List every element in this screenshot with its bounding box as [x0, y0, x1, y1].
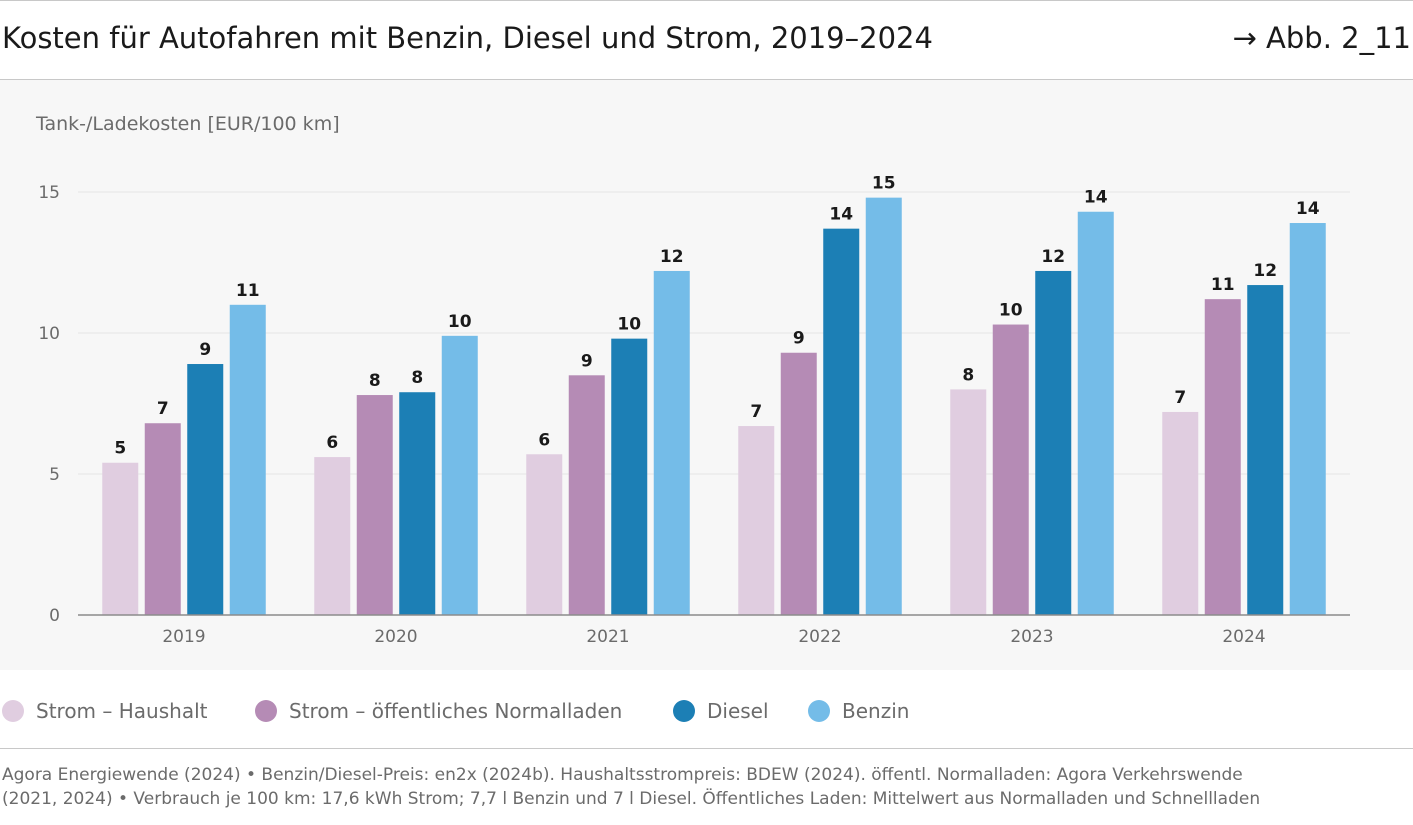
legend-swatch	[673, 700, 695, 722]
x-tick-label: 2021	[586, 627, 629, 647]
data-label: 8	[369, 371, 381, 391]
bar-chart: Tank-/Ladekosten [EUR/100 km] 5 7 9 11 6 8 8 10…	[35, 113, 1350, 647]
bar	[314, 457, 351, 615]
bar	[526, 454, 563, 615]
data-label: 9	[581, 351, 593, 371]
data-label: 6	[326, 433, 338, 453]
top-rule	[0, 0, 1413, 1]
data-label: 11	[236, 281, 260, 301]
legend-swatch	[808, 700, 830, 722]
bar	[187, 364, 224, 615]
data-label: 14	[1084, 188, 1108, 208]
data-label: 10	[999, 301, 1023, 321]
bar	[1162, 411, 1199, 615]
legend-label: Strom – öffentliches Normalladen	[289, 699, 623, 723]
data-label: 15	[872, 174, 896, 194]
axes: 0 5 10 15 2019 2020 2021 2022 2023 2024	[38, 183, 1350, 647]
data-label: 10	[448, 312, 472, 332]
value-labels: 5 7 9 11 6 8 8 10 6 9 10 12 7 9 14 15 8 10 12 14 7 11 12 14	[114, 174, 1319, 459]
bar	[1247, 285, 1284, 615]
y-tick-label: 0	[49, 606, 60, 626]
legend-label: Benzin	[842, 699, 910, 723]
x-tick-label: 2024	[1222, 627, 1265, 647]
y-tick-label: 10	[38, 324, 60, 344]
x-tick-label: 2023	[1010, 627, 1053, 647]
x-tick-label: 2022	[798, 627, 841, 647]
data-label: 8	[962, 365, 974, 385]
bar	[611, 338, 648, 615]
bar	[1289, 223, 1326, 615]
bar	[229, 304, 266, 615]
bar	[1035, 270, 1072, 615]
header: Kosten für Autofahren mit Benzin, Diesel…	[0, 1, 1413, 80]
bar	[144, 423, 181, 615]
legend-item: Benzin	[808, 694, 909, 728]
legend-item: Diesel	[673, 694, 769, 728]
data-label: 8	[411, 368, 423, 388]
data-label: 10	[617, 315, 641, 335]
footer-rule	[0, 748, 1413, 749]
grid-lines	[78, 191, 1350, 475]
y-axis-label: Tank-/Ladekosten [EUR/100 km]	[35, 113, 340, 135]
y-tick-label: 15	[38, 183, 60, 203]
bar	[865, 197, 902, 615]
y-tick-label: 5	[49, 465, 60, 485]
data-label: 9	[199, 340, 211, 360]
bar	[1204, 299, 1241, 615]
data-label: 14	[829, 205, 853, 225]
source-note: Agora Energiewende (2024) • Benzin/Diese…	[2, 763, 1407, 811]
data-label: 7	[157, 399, 169, 419]
bar	[568, 375, 605, 615]
legend-label: Strom – Haushalt	[36, 699, 208, 723]
bar	[950, 389, 987, 615]
x-tick-label: 2019	[162, 627, 205, 647]
data-label: 12	[660, 247, 684, 267]
bar	[441, 335, 478, 615]
bar	[653, 270, 690, 615]
figure-reference: → Abb. 2_11	[1232, 21, 1411, 55]
bar	[1077, 211, 1114, 616]
legend: Strom – Haushalt Strom – öffentliches Nor…	[0, 694, 1413, 728]
bar	[102, 462, 139, 615]
legend-item: Strom – Haushalt	[2, 694, 207, 728]
data-label: 12	[1253, 261, 1277, 281]
source-line-2: (2021, 2024) • Verbrauch je 100 km: 17,6…	[2, 789, 1261, 809]
bar	[399, 392, 436, 615]
data-label: 5	[114, 439, 126, 459]
chart-panel: Tank-/Ladekosten [EUR/100 km] 5 7 9 11 6 8 8 10…	[0, 80, 1413, 670]
data-label: 14	[1296, 199, 1320, 219]
legend-item: Strom – öffentliches Normalladen	[255, 694, 622, 728]
data-label: 12	[1041, 247, 1065, 267]
bar	[780, 352, 817, 615]
data-label: 9	[793, 329, 805, 349]
source-line-1: Agora Energiewende (2024) • Benzin/Diese…	[2, 765, 1243, 785]
data-label: 11	[1211, 275, 1235, 295]
bar	[356, 395, 393, 615]
data-label: 6	[538, 430, 550, 450]
chart-title: Kosten für Autofahren mit Benzin, Diesel…	[2, 21, 933, 55]
bar	[992, 324, 1029, 615]
bar	[738, 426, 775, 615]
legend-label: Diesel	[707, 699, 769, 723]
x-tick-label: 2020	[374, 627, 417, 647]
bar	[823, 228, 860, 615]
data-label: 7	[750, 402, 762, 422]
bars	[102, 197, 1326, 616]
legend-swatch	[2, 700, 24, 722]
legend-swatch	[255, 700, 277, 722]
data-label: 7	[1174, 388, 1186, 408]
